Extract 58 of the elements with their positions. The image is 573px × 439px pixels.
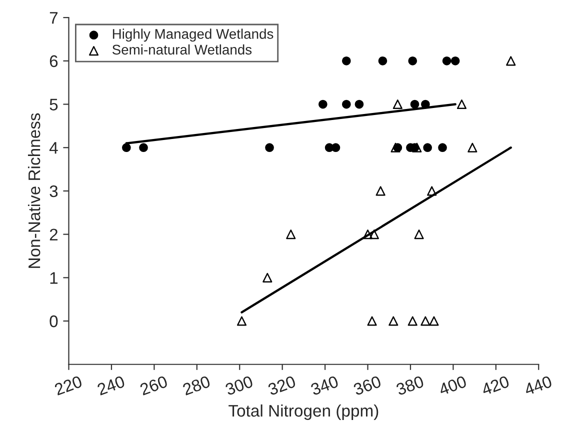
point bbox=[388, 316, 398, 326]
point bbox=[414, 230, 424, 240]
y-tick-label: 6 bbox=[50, 55, 58, 68]
point bbox=[265, 143, 274, 152]
y-tick-label: 5 bbox=[50, 98, 58, 110]
point bbox=[342, 56, 351, 66]
legend-label: Highly Managed Wetlands bbox=[112, 28, 274, 42]
x-tick-label: 320 bbox=[267, 375, 296, 396]
point bbox=[442, 56, 452, 66]
point bbox=[456, 99, 467, 110]
point bbox=[438, 143, 447, 152]
x-tick-label: 280 bbox=[182, 375, 211, 396]
point bbox=[367, 316, 377, 326]
y-tick-label: 7 bbox=[50, 12, 58, 24]
point bbox=[378, 56, 388, 66]
point bbox=[421, 100, 430, 109]
y-tick-label: 0 bbox=[50, 315, 58, 328]
x-tick-label: 240 bbox=[96, 375, 126, 396]
point bbox=[369, 230, 379, 240]
point bbox=[376, 186, 386, 196]
point bbox=[122, 143, 131, 152]
x-tick-label: 420 bbox=[480, 375, 510, 396]
point bbox=[408, 316, 418, 326]
point bbox=[318, 100, 328, 109]
point bbox=[390, 142, 400, 152]
x-tick-label: 440 bbox=[523, 375, 553, 396]
point bbox=[468, 142, 478, 152]
point bbox=[354, 100, 364, 109]
x-tick-label: 220 bbox=[54, 375, 83, 396]
y-tick-label: 2 bbox=[50, 228, 58, 240]
point bbox=[342, 100, 351, 109]
point bbox=[236, 316, 247, 326]
point bbox=[420, 316, 430, 326]
point bbox=[427, 186, 437, 196]
x-tick-label: 400 bbox=[438, 375, 468, 396]
x-tick-label: 300 bbox=[224, 375, 254, 396]
y-axis-title: Non-Native Richness bbox=[28, 113, 40, 268]
point bbox=[429, 316, 439, 326]
x-tick-label: 360 bbox=[352, 375, 382, 396]
point bbox=[450, 56, 460, 66]
point bbox=[423, 143, 432, 152]
point bbox=[362, 230, 373, 240]
y-tick-label: 3 bbox=[50, 185, 58, 198]
point bbox=[392, 99, 402, 110]
legend-label: Semi-natural Wetlands bbox=[112, 44, 252, 55]
y-tick-label: 1 bbox=[50, 272, 58, 284]
point bbox=[408, 56, 418, 66]
point bbox=[506, 56, 516, 66]
point bbox=[262, 272, 272, 282]
x-tick-label: 340 bbox=[310, 375, 340, 396]
point bbox=[286, 230, 296, 240]
y-tick-label: 4 bbox=[49, 142, 58, 154]
point bbox=[412, 142, 422, 152]
point bbox=[410, 100, 420, 109]
x-tick-label: 380 bbox=[396, 375, 424, 396]
x-axis-title: Total Nitrogen (ppm) bbox=[228, 404, 378, 420]
x-tick-label: 260 bbox=[139, 375, 168, 396]
point bbox=[139, 143, 148, 152]
